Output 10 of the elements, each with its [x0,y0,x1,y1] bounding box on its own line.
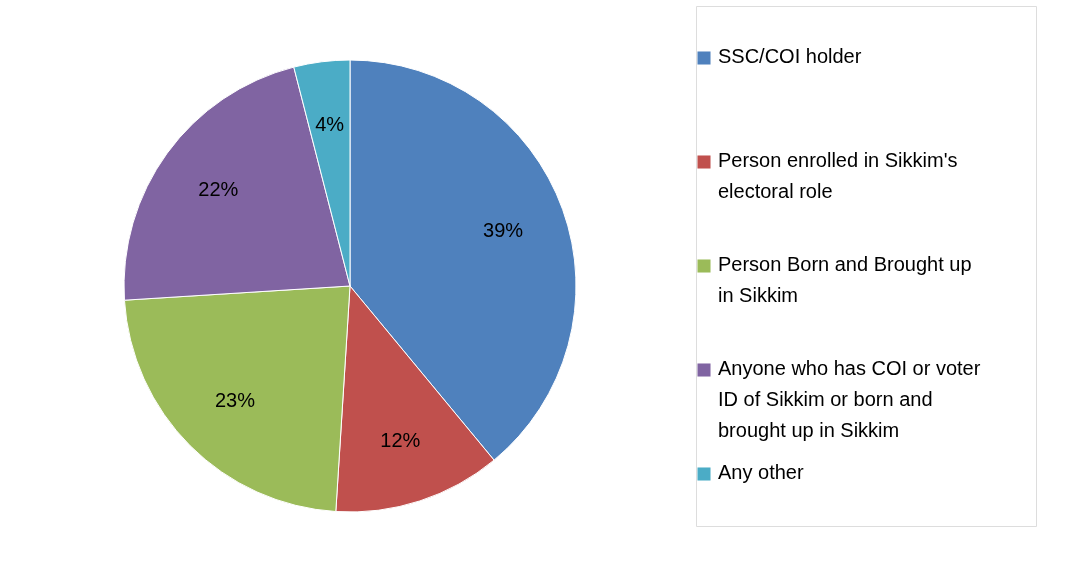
data-label: 39% [483,218,524,241]
legend-label: SSC/COI holder [718,45,862,67]
data-label: 4% [315,112,345,135]
data-label: 12% [380,428,421,451]
data-label: 22% [198,178,239,201]
legend-label: Person enrolled in Sikkim's electoral role [718,149,958,202]
legend-label: Any other [718,461,804,483]
legend-label: Person Born and Brought up in Sikkim [718,253,972,306]
data-label: 23% [214,389,256,412]
legend-label: Anyone who has COI or voter ID of Sikkim or born and brought up in Sikkim [718,357,981,441]
